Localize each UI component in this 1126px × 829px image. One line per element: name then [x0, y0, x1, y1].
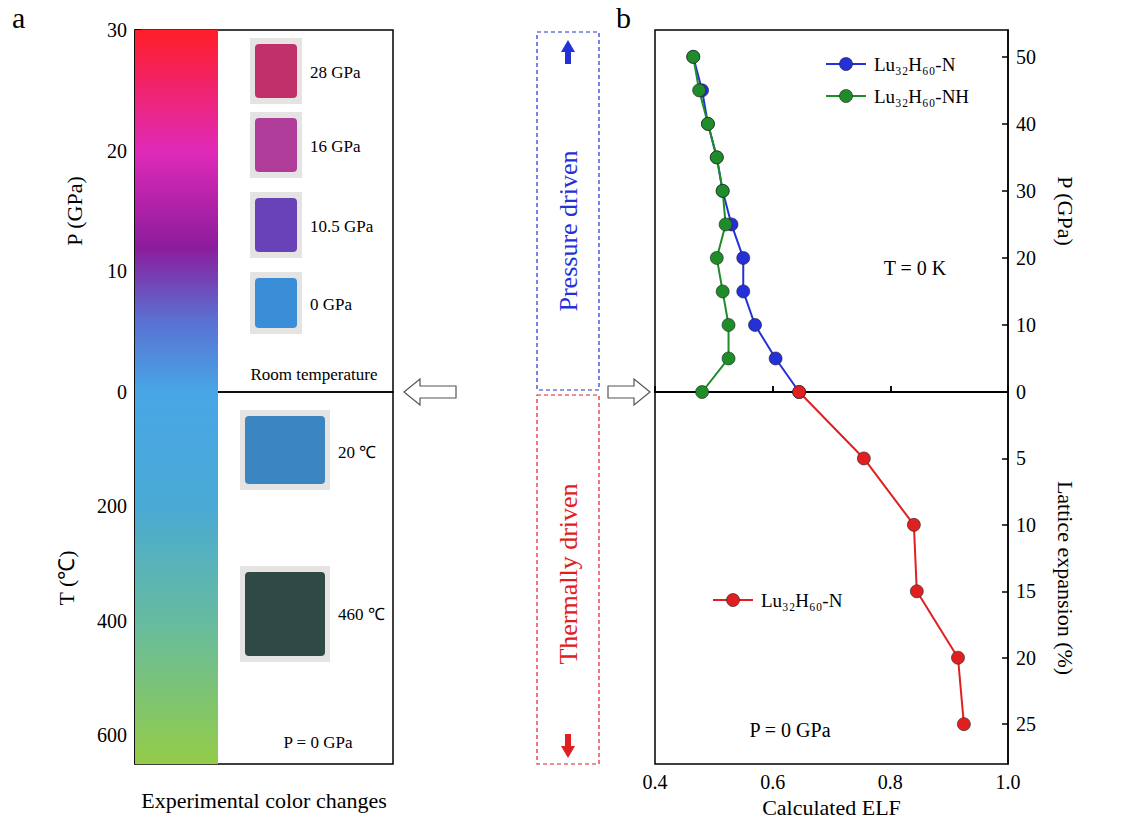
svg-text:P (GPa): P (GPa) — [1053, 176, 1078, 245]
svg-text:20: 20 — [1016, 247, 1036, 269]
svg-text:Thermally driven: Thermally driven — [554, 483, 583, 664]
svg-text:a: a — [12, 1, 25, 34]
svg-text:30: 30 — [107, 19, 127, 41]
svg-text:20 ℃: 20 ℃ — [338, 443, 376, 462]
svg-text:Experimental color changes: Experimental color changes — [141, 788, 387, 813]
svg-text:P (GPa): P (GPa) — [62, 176, 87, 245]
svg-text:30: 30 — [1016, 180, 1036, 202]
svg-text:P = 0 GPa: P = 0 GPa — [284, 733, 353, 752]
svg-text:Lu₃₂H₆₀-N: Lu₃₂H₆₀-N — [874, 54, 956, 75]
svg-text:10: 10 — [1016, 514, 1036, 536]
svg-text:20: 20 — [107, 140, 127, 162]
svg-text:16 GPa: 16 GPa — [310, 137, 361, 156]
svg-text:5: 5 — [1016, 447, 1026, 469]
svg-text:Lu₃₂H₆₀-NH: Lu₃₂H₆₀-NH — [874, 86, 969, 107]
svg-text:0 GPa: 0 GPa — [310, 295, 352, 314]
svg-text:25: 25 — [1016, 713, 1036, 735]
svg-text:Calculated ELF: Calculated ELF — [762, 795, 901, 820]
svg-text:10: 10 — [107, 260, 127, 282]
svg-text:T (℃): T (℃) — [54, 550, 79, 605]
svg-text:0.4: 0.4 — [643, 771, 668, 793]
svg-text:40: 40 — [1016, 113, 1036, 135]
svg-text:P = 0 GPa: P = 0 GPa — [749, 719, 830, 741]
svg-text:460 ℃: 460 ℃ — [338, 605, 385, 624]
svg-text:Lu₃₂H₆₀-N: Lu₃₂H₆₀-N — [761, 590, 843, 611]
svg-text:1.0: 1.0 — [996, 771, 1021, 793]
svg-text:400: 400 — [97, 610, 127, 632]
svg-text:10.5 GPa: 10.5 GPa — [310, 217, 374, 236]
svg-text:Lattice expansion (%): Lattice expansion (%) — [1053, 481, 1078, 675]
svg-text:10: 10 — [1016, 314, 1036, 336]
svg-text:b: b — [616, 1, 631, 34]
svg-text:T = 0 K: T = 0 K — [884, 257, 947, 279]
svg-text:50: 50 — [1016, 46, 1036, 68]
svg-text:15: 15 — [1016, 580, 1036, 602]
svg-text:0.6: 0.6 — [760, 771, 785, 793]
svg-text:0: 0 — [1016, 381, 1026, 403]
svg-text:Room temperature: Room temperature — [251, 365, 378, 384]
svg-text:Pressure driven: Pressure driven — [554, 150, 583, 311]
svg-text:200: 200 — [97, 495, 127, 517]
svg-text:0: 0 — [117, 381, 127, 403]
svg-text:28 GPa: 28 GPa — [310, 63, 361, 82]
svg-text:0.8: 0.8 — [878, 771, 903, 793]
svg-text:600: 600 — [97, 724, 127, 746]
svg-text:20: 20 — [1016, 647, 1036, 669]
